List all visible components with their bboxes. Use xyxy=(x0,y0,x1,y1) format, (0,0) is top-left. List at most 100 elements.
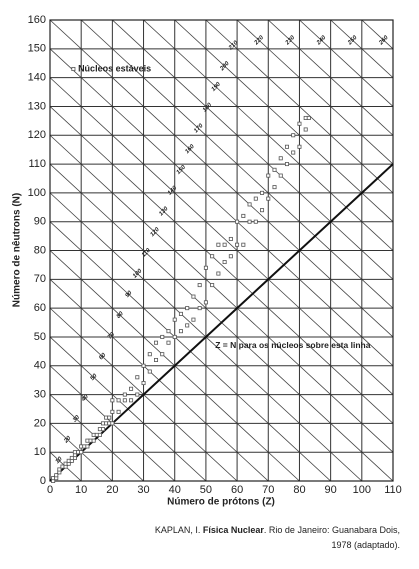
isobar-label: 30 xyxy=(72,414,81,423)
data-point xyxy=(266,196,271,201)
isobar-label: 20 xyxy=(63,435,73,445)
isobar-line xyxy=(50,77,393,395)
source-title: Física Nuclear xyxy=(202,525,264,535)
data-point xyxy=(278,173,283,178)
isobar-label: 100 xyxy=(132,268,144,280)
x-tick-label: 50 xyxy=(200,484,212,496)
data-point xyxy=(166,329,171,334)
data-point xyxy=(107,415,112,420)
data-point xyxy=(297,144,302,149)
y-tick-label: 50 xyxy=(34,331,46,343)
data-point xyxy=(228,254,233,259)
data-point xyxy=(85,444,90,449)
data-point xyxy=(291,150,296,155)
isobar-label: 60 xyxy=(98,352,107,361)
data-point xyxy=(260,208,265,213)
data-point xyxy=(160,334,165,339)
data-point xyxy=(79,450,84,455)
y-tick-label: 100 xyxy=(28,187,46,199)
isobar-line xyxy=(50,20,393,338)
data-point xyxy=(203,265,208,270)
source-rest: . Rio de Janeiro: Guanabara Dois, 1978 (… xyxy=(263,525,400,550)
x-tick-label: 0 xyxy=(47,484,53,496)
data-point xyxy=(110,398,115,403)
y-tick-label: 70 xyxy=(34,273,46,285)
isobar-label: 80 xyxy=(116,311,125,320)
y-tick-label: 30 xyxy=(34,388,46,400)
data-point xyxy=(172,334,177,339)
data-point xyxy=(272,167,277,172)
x-tick-label: 30 xyxy=(137,484,149,496)
isobar-line xyxy=(236,20,393,165)
x-tick-label: 60 xyxy=(231,484,243,496)
x-tick-label: 80 xyxy=(293,484,305,496)
data-point xyxy=(210,254,215,259)
data-point xyxy=(91,438,96,443)
isobar-label: 150 xyxy=(176,164,188,176)
data-point xyxy=(306,115,311,120)
data-point xyxy=(253,219,258,224)
y-tick-label: 60 xyxy=(34,302,46,314)
x-tick-label: 70 xyxy=(262,484,274,496)
data-point xyxy=(101,427,106,432)
data-point xyxy=(235,219,240,224)
data-point xyxy=(166,340,171,345)
isobar-line xyxy=(361,20,393,50)
isobar-line xyxy=(112,20,393,280)
data-point xyxy=(160,352,165,357)
data-point xyxy=(178,329,183,334)
data-point xyxy=(247,202,252,207)
identity-line xyxy=(49,163,394,482)
x-axis-label: Número de prótons (Z) xyxy=(167,497,275,508)
data-point xyxy=(141,363,146,368)
isobar-line xyxy=(174,20,393,222)
legend-marker xyxy=(71,66,76,71)
source-author: KAPLAN, I. xyxy=(154,525,201,535)
data-point xyxy=(122,392,127,397)
data-point xyxy=(247,219,252,224)
data-point xyxy=(241,242,246,247)
data-point xyxy=(278,156,283,161)
data-point xyxy=(154,357,159,362)
data-point xyxy=(235,242,240,247)
source: KAPLAN, I. Física Nuclear. Rio de Janeir… xyxy=(150,523,400,553)
data-point xyxy=(241,213,246,218)
isobar-label: 10 xyxy=(55,456,64,465)
data-point xyxy=(284,144,289,149)
x-tick-label: 110 xyxy=(384,484,402,496)
data-point xyxy=(122,398,127,403)
data-point xyxy=(97,432,102,437)
data-point xyxy=(116,409,121,414)
data-point xyxy=(110,409,115,414)
y-tick-label: 10 xyxy=(34,446,46,458)
data-point xyxy=(135,392,140,397)
data-point xyxy=(210,283,215,288)
isobar-label: 90 xyxy=(125,290,134,299)
data-point xyxy=(129,398,134,403)
data-point xyxy=(129,386,134,391)
data-point xyxy=(191,294,196,299)
data-point xyxy=(197,306,202,311)
isobar-label: 170 xyxy=(193,123,205,135)
data-point xyxy=(57,467,62,472)
x-tick-label: 40 xyxy=(169,484,181,496)
isobar-label: 50 xyxy=(90,373,99,382)
y-axis-label: Número de nêutrons (N) xyxy=(12,193,23,307)
y-tick-label: 40 xyxy=(34,360,46,372)
isobar-line xyxy=(50,106,393,424)
y-tick-label: 120 xyxy=(28,129,46,141)
data-point xyxy=(135,375,140,380)
x-tick-label: 90 xyxy=(325,484,337,496)
isobar-label: 140 xyxy=(167,185,179,197)
data-point xyxy=(147,352,152,357)
isobar-label: 160 xyxy=(184,143,196,155)
isobar-line xyxy=(50,48,393,367)
data-point xyxy=(116,398,121,403)
data-point xyxy=(222,242,227,247)
y-tick-label: 20 xyxy=(34,417,46,429)
legend-label: Núcleos estáveis xyxy=(78,63,151,73)
data-point xyxy=(141,381,146,386)
data-point xyxy=(110,421,115,426)
data-point xyxy=(185,306,190,311)
